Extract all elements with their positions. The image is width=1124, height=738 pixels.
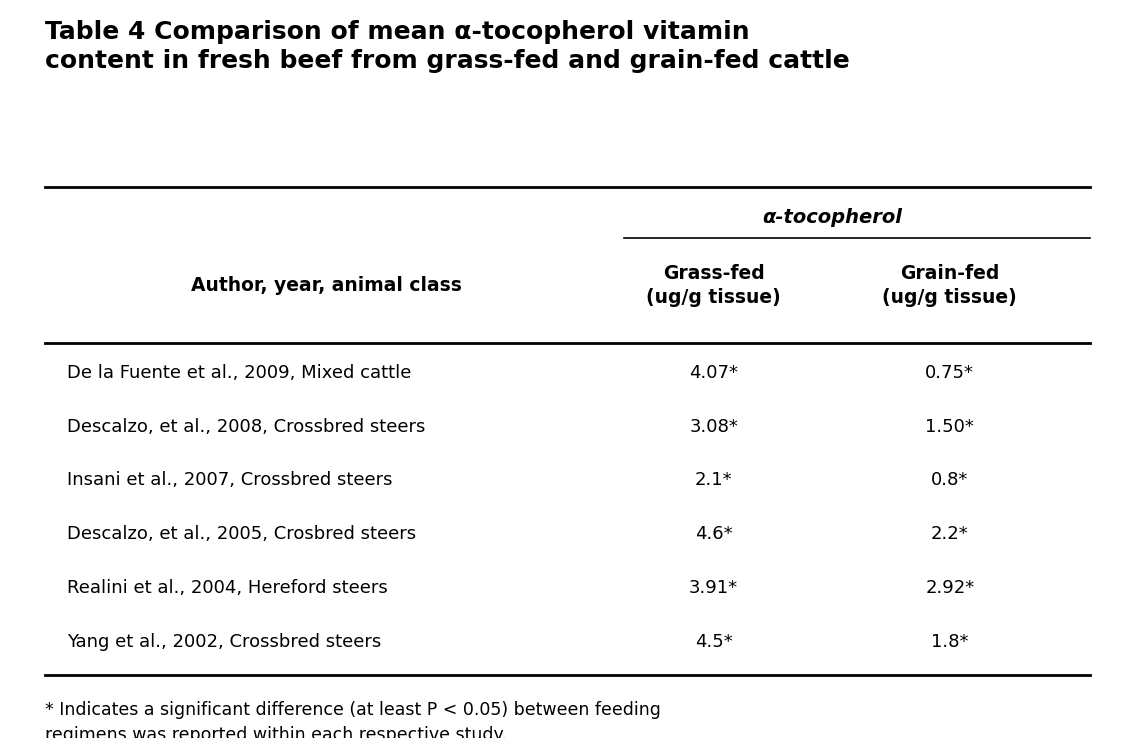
Text: 0.75*: 0.75*	[925, 364, 975, 382]
Text: Realini et al., 2004, Hereford steers: Realini et al., 2004, Hereford steers	[67, 579, 388, 597]
Text: 1.50*: 1.50*	[925, 418, 975, 435]
Text: 4.6*: 4.6*	[695, 525, 733, 543]
Text: Descalzo, et al., 2005, Crosbred steers: Descalzo, et al., 2005, Crosbred steers	[67, 525, 417, 543]
Text: 3.91*: 3.91*	[689, 579, 738, 597]
Text: De la Fuente et al., 2009, Mixed cattle: De la Fuente et al., 2009, Mixed cattle	[67, 364, 411, 382]
Text: Grass-fed
(ug/g tissue): Grass-fed (ug/g tissue)	[646, 264, 781, 307]
Text: Insani et al., 2007, Crossbred steers: Insani et al., 2007, Crossbred steers	[67, 472, 393, 489]
Text: Grain-fed
(ug/g tissue): Grain-fed (ug/g tissue)	[882, 264, 1017, 307]
Text: α-tocopherol: α-tocopherol	[762, 208, 901, 227]
Text: 4.5*: 4.5*	[695, 633, 733, 651]
Text: 1.8*: 1.8*	[931, 633, 969, 651]
Text: Yang et al., 2002, Crossbred steers: Yang et al., 2002, Crossbred steers	[67, 633, 382, 651]
Text: 4.07*: 4.07*	[689, 364, 738, 382]
Text: Author, year, animal class: Author, year, animal class	[191, 276, 461, 295]
Text: Descalzo, et al., 2008, Crossbred steers: Descalzo, et al., 2008, Crossbred steers	[67, 418, 426, 435]
Text: 2.2*: 2.2*	[931, 525, 969, 543]
Text: 2.1*: 2.1*	[695, 472, 733, 489]
Text: 0.8*: 0.8*	[931, 472, 969, 489]
Text: Table 4 Comparison of mean α-tocopherol vitamin
content in fresh beef from grass: Table 4 Comparison of mean α-tocopherol …	[45, 20, 850, 73]
Text: 2.92*: 2.92*	[925, 579, 975, 597]
Text: 3.08*: 3.08*	[689, 418, 738, 435]
Text: * Indicates a significant difference (at least P < 0.05) between feeding
regimen: * Indicates a significant difference (at…	[45, 701, 661, 738]
